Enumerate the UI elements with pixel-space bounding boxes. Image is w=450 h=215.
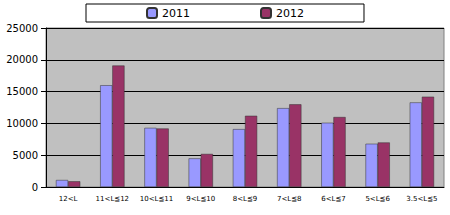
- svg-text:3.5<L≦5: 3.5<L≦5: [406, 195, 437, 203]
- svg-text:10<L≦11: 10<L≦11: [140, 195, 173, 203]
- svg-text:2012: 2012: [276, 7, 304, 20]
- svg-text:11<L≦12: 11<L≦12: [96, 195, 129, 203]
- svg-text:6<L≦7: 6<L≦7: [321, 195, 346, 203]
- svg-text:7<L≦8: 7<L≦8: [277, 195, 302, 203]
- svg-text:12<L: 12<L: [59, 195, 78, 203]
- svg-text:5<L≦6: 5<L≦6: [365, 195, 390, 203]
- svg-text:10000: 10000: [6, 118, 38, 129]
- svg-text:5000: 5000: [13, 150, 38, 161]
- svg-text:9<L≦10: 9<L≦10: [186, 195, 215, 203]
- svg-text:0: 0: [32, 182, 38, 193]
- svg-text:25000: 25000: [6, 23, 38, 34]
- svg-text:20000: 20000: [6, 54, 38, 65]
- svg-text:2011: 2011: [162, 7, 190, 20]
- svg-text:8<L≦9: 8<L≦9: [233, 195, 258, 203]
- svg-text:15000: 15000: [6, 86, 38, 97]
